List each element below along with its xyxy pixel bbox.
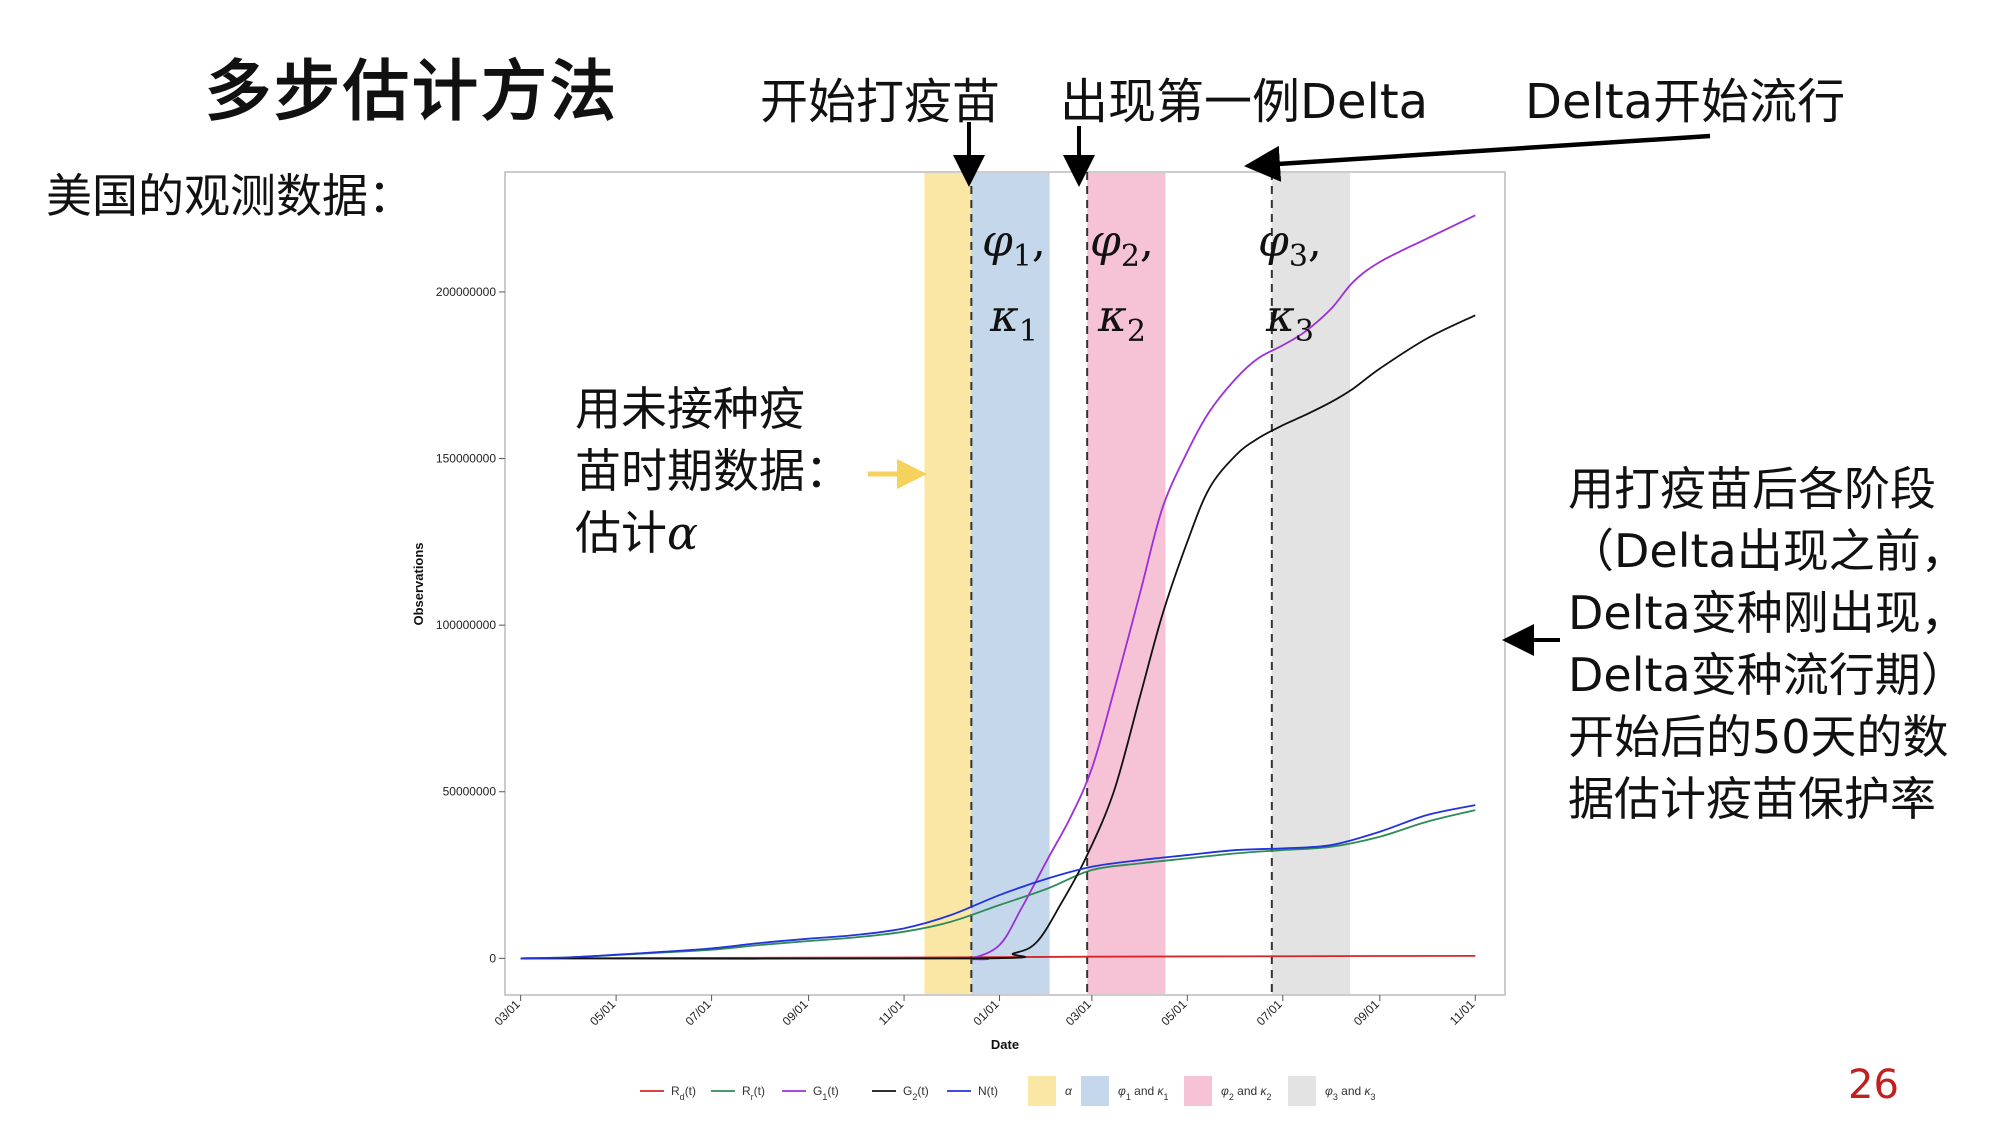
x-tick-label: 11/01 [876,997,907,1028]
legend-band-label: φ3 and κ3 [1325,1084,1376,1102]
shaded-bands [924,173,1351,994]
phi3-kappa3-label: φ3, κ3 [1258,216,1322,349]
x-tick-label: 01/01 [971,997,1002,1028]
band-4 [1271,173,1351,994]
series-lines [520,214,1476,961]
band-3 [1087,173,1166,994]
x-tick-label: 11/01 [1447,997,1478,1028]
right-note-line-1: 用打疫苗后各阶段 [1568,462,1936,516]
x-axis: 03/01 05/01 07/01 09/01 11/01 01/01 03/01 05/01… [492,995,1478,1028]
series-line-nt [520,804,1476,960]
page-number: 26 [1848,1062,1899,1108]
x-tick-label: 09/01 [780,997,811,1028]
slide-title: 多步估计方法 [205,53,619,130]
series-line-g2t [520,314,1476,960]
x-tick-label: 05/01 [587,997,618,1028]
x-tick-label: 07/01 [683,997,714,1028]
y-tick-label: 100000000 [436,618,496,632]
phi1-kappa1-label: φ1, κ1 [982,216,1046,349]
first-delta-label: 出现第一例Delta [1060,74,1429,130]
y-tick-label: 200000000 [436,285,496,299]
left-note-line-1: 用未接种疫 [575,382,805,436]
legend-band-label: φ1 and κ1 [1118,1084,1169,1102]
x-tick-label: 07/01 [1254,997,1285,1028]
x-tick-label: 03/01 [1063,997,1094,1028]
left-note-line-2: 苗时期数据： [575,444,851,498]
phi2-kappa2-label: φ2, κ2 [1090,216,1154,349]
y-tick-label: 50000000 [443,785,497,799]
x-tick-label: 09/01 [1351,997,1382,1028]
legend-label: Rr(t) [742,1084,765,1102]
legend-key-band [1028,1076,1056,1106]
start-vaccination-label: 开始打疫苗 [760,74,1001,130]
right-note-line-2: （Delta出现之前， [1568,524,1967,578]
slide-subtitle: 美国的观测数据： [46,169,414,223]
legend: Rd(t) Rr(t) G1(t) G2(t) N(t) α φ1 and κ1 φ2 and… [640,1076,1376,1106]
vertical-markers [970,172,1273,995]
legend-band-label: α [1065,1084,1073,1098]
legend-key-band [1288,1076,1316,1106]
left-note-line-3: 估计α [575,506,699,560]
right-note-line-5: 开始后的50天的数 [1568,710,1949,764]
x-tick-label: 03/01 [492,997,523,1028]
y-axis-title: Observations [411,542,426,625]
legend-band-label: φ2 and κ2 [1221,1084,1272,1102]
right-note-line-3: Delta变种刚出现， [1568,586,1967,640]
legend-key-band [1184,1076,1212,1106]
alpha-estimation-note: 用未接种疫 苗时期数据： 估计α [575,378,851,564]
delta-prevalent-arrow [1244,133,1711,182]
protection-rate-note: 用打疫苗后各阶段 （Delta出现之前， Delta变种刚出现， Delta变种… [1568,458,1967,830]
x-axis-title: Date [991,1037,1019,1052]
delta-prevalent-label: Delta开始流行 [1525,74,1846,130]
band-2 [971,173,1050,994]
legend-label: G1(t) [813,1084,839,1102]
legend-label: Rd(t) [671,1084,696,1102]
y-axis: 0 50000000 100000000 150000000 200000000 [436,285,505,965]
y-tick-label: 150000000 [436,452,496,466]
x-tick-label: 05/01 [1158,997,1189,1028]
right-note-line-6: 据估计疫苗保护率 [1568,772,1936,826]
y-tick-label: 0 [489,951,496,965]
legend-key-band [1081,1076,1109,1106]
right-note-line-4: Delta变种流行期） [1568,648,1967,702]
band-1 [924,173,972,994]
legend-label: G2(t) [903,1084,929,1102]
legend-label: N(t) [978,1084,998,1098]
